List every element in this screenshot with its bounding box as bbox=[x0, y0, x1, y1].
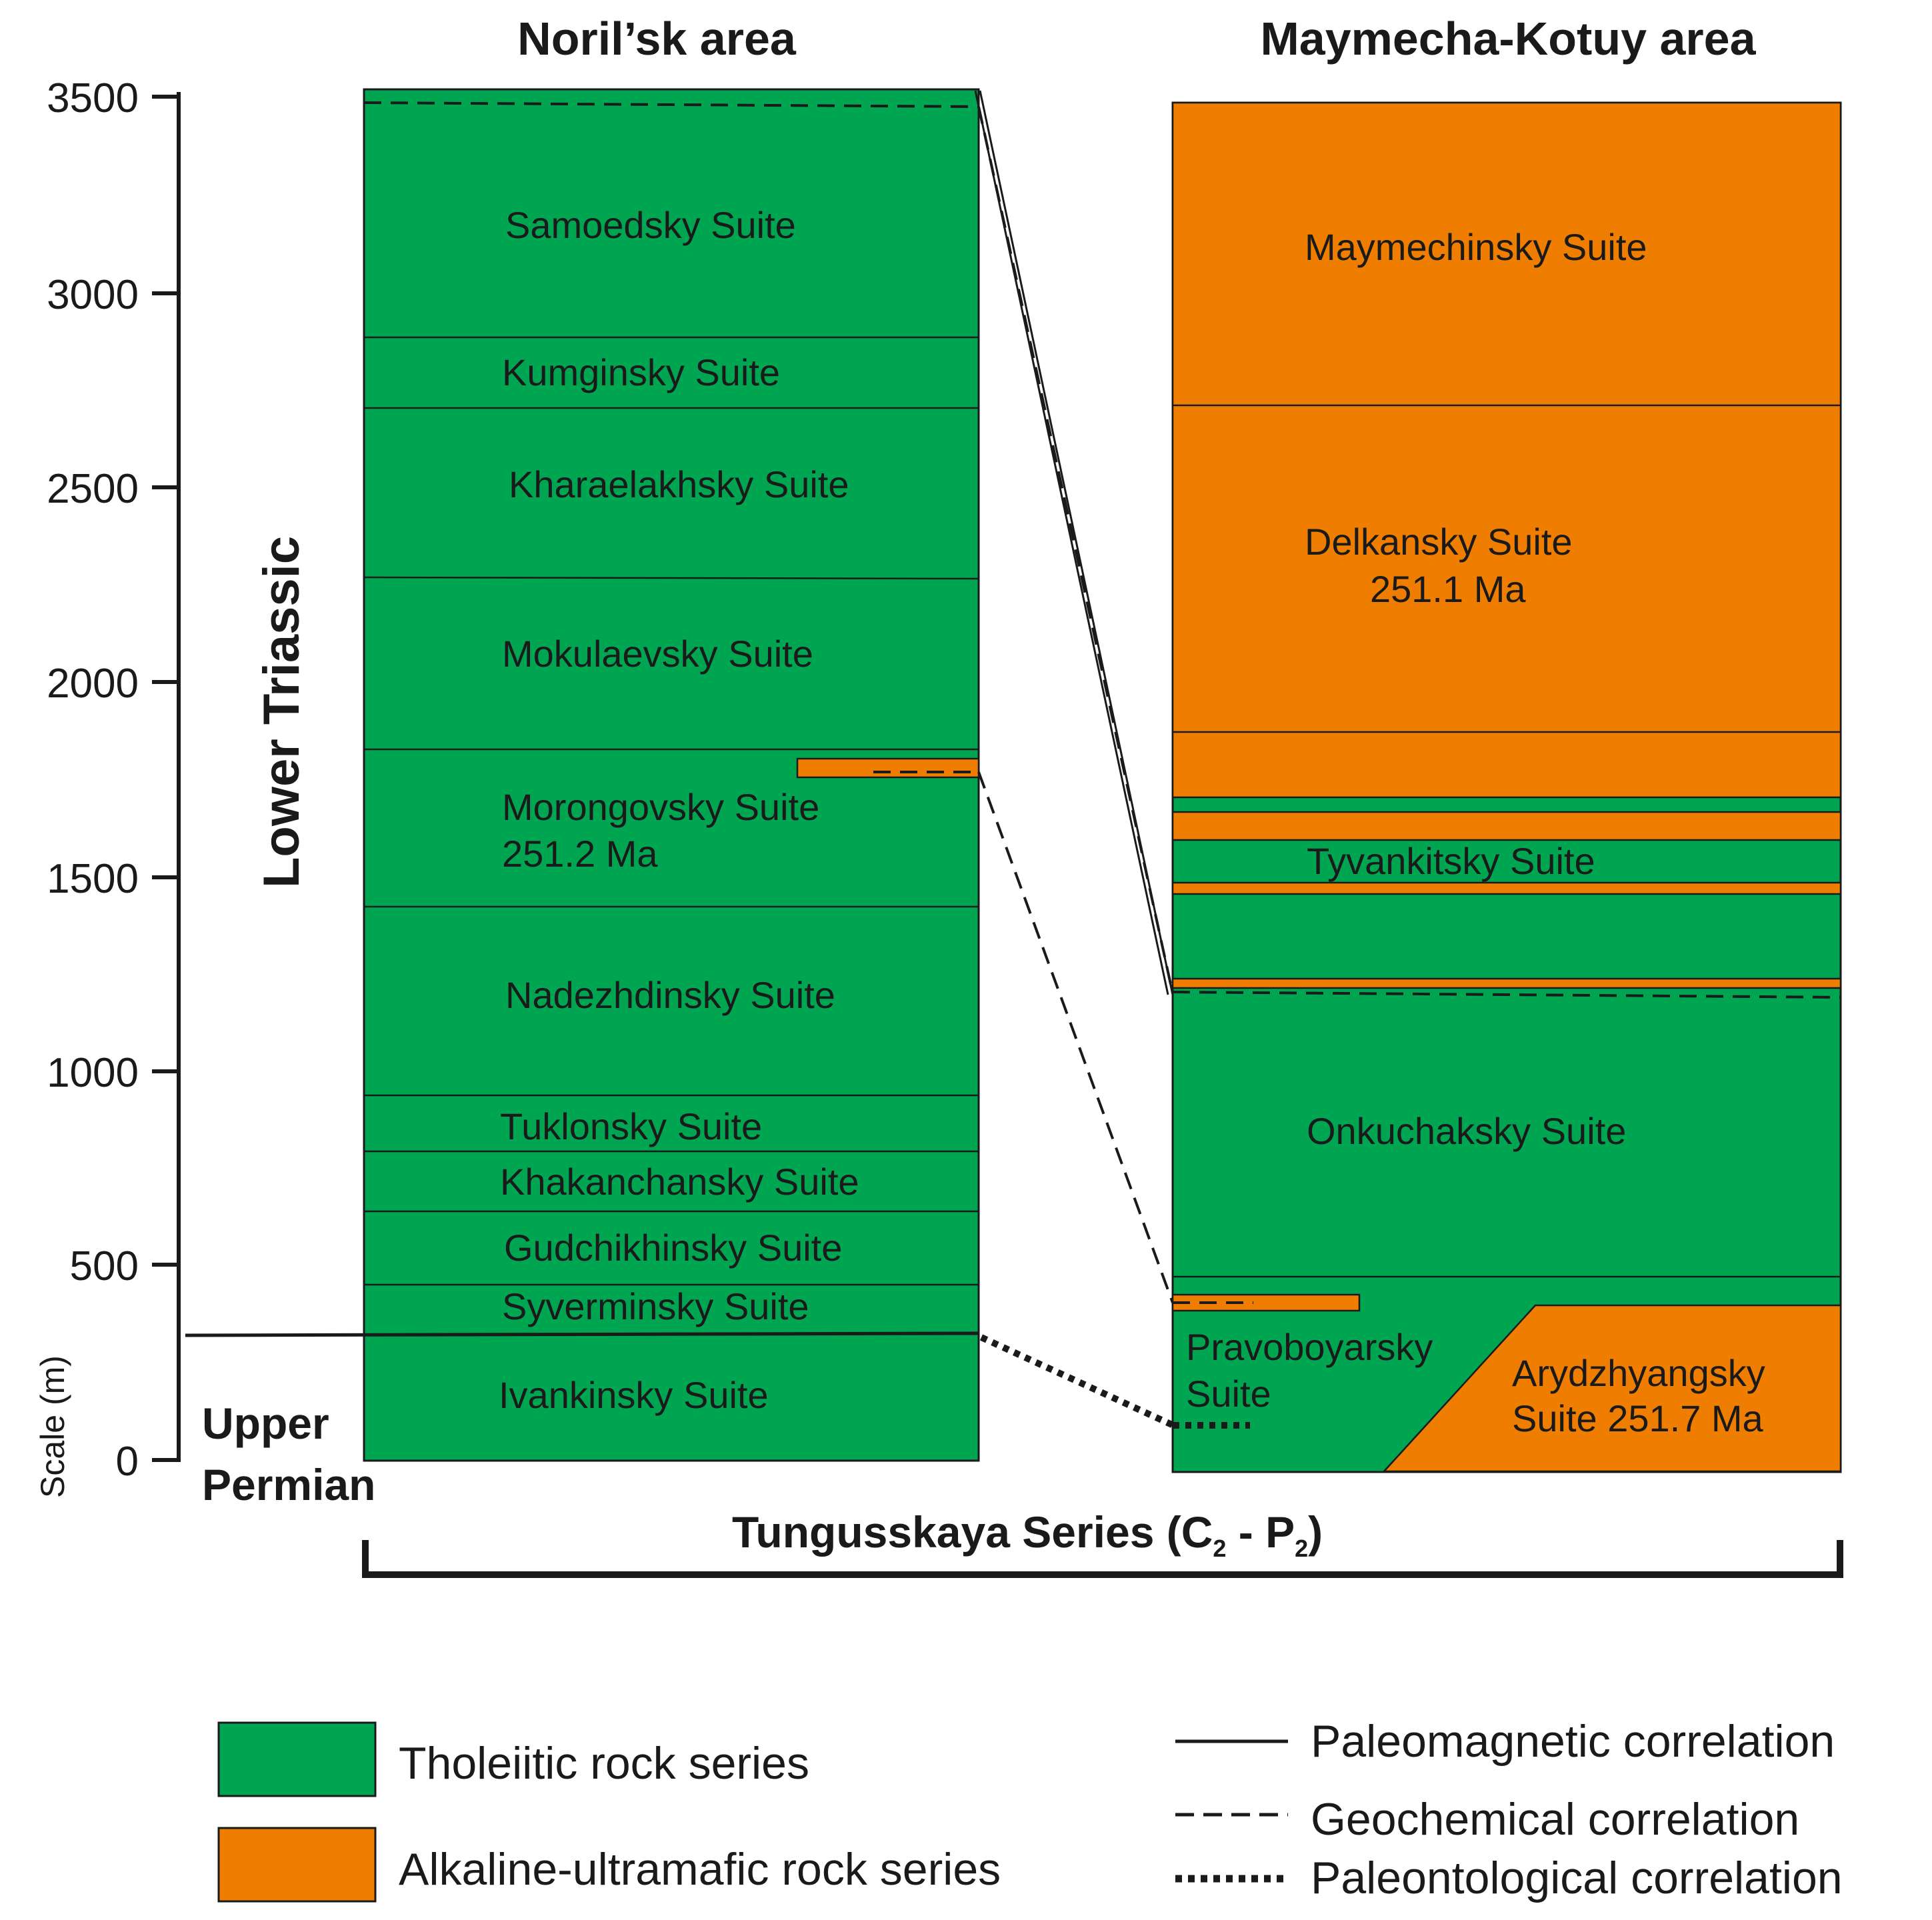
norilsk-column: Samoedsky Suite Kumginsky Suite Kharaela… bbox=[363, 88, 980, 1462]
suite-label: Pravoboyarsky bbox=[1186, 1326, 1433, 1368]
tungusskaya-series-bracket: Tungusskaya Series (C2 - P2) bbox=[362, 1507, 1843, 1578]
scale-axis-label: Scale (m) bbox=[34, 1355, 71, 1498]
suite-age-label: 251.1 Ma bbox=[1370, 568, 1526, 610]
arydzhyangsky-wedge bbox=[1382, 1304, 1842, 1473]
scale-tick-label: 500 bbox=[70, 1243, 139, 1289]
suite-boundary bbox=[363, 576, 979, 580]
suite-label: Delkansky Suite bbox=[1305, 521, 1573, 563]
legend-swatch-alkaline bbox=[217, 1827, 377, 1903]
epoch-upper-permian: Upper bbox=[202, 1399, 329, 1448]
epoch-lower-triassic: Lower Triassic bbox=[253, 536, 310, 888]
alkaline-interlayer bbox=[1171, 811, 1842, 841]
legend-label-geochemical: Geochemical correlation bbox=[1311, 1794, 1799, 1845]
scale-axis bbox=[152, 92, 181, 1462]
legend: Tholeiitic rock series Alkaline-ultramaf… bbox=[217, 1716, 1843, 1903]
suite-label: Maymechinsky Suite bbox=[1305, 226, 1647, 268]
maymecha-kotuy-column: Maymechinsky Suite Delkansky Suite 251.1… bbox=[1171, 101, 1842, 1473]
suite-label: Kumginsky Suite bbox=[502, 351, 780, 393]
suite-label: Arydzhyangsky bbox=[1512, 1352, 1765, 1394]
suite-age-label: Suite 251.7 Ma bbox=[1512, 1397, 1764, 1439]
suite-label: Suite bbox=[1186, 1373, 1271, 1415]
scale-tick-label: 3000 bbox=[47, 272, 139, 318]
alkaline-interlayer bbox=[1171, 977, 1842, 989]
suite-label: Mokulaevsky Suite bbox=[502, 633, 813, 675]
scale-tick-label: 1500 bbox=[47, 856, 139, 902]
heading-norilsk: Noril’sk area bbox=[517, 13, 797, 65]
suite-label: Khakanchansky Suite bbox=[500, 1161, 859, 1203]
suite-label: Gudchikhinsky Suite bbox=[504, 1227, 842, 1269]
suite-label: Tuklonsky Suite bbox=[500, 1105, 762, 1147]
scale-tick-label: 2000 bbox=[47, 661, 139, 707]
legend-label-paleontological: Paleontological correlation bbox=[1311, 1853, 1843, 1903]
scale-tick-label: 0 bbox=[116, 1439, 139, 1485]
legend-swatch-tholeiitic bbox=[217, 1721, 377, 1797]
series-label: Tungusskaya Series (C2 - P2) bbox=[732, 1507, 1323, 1562]
legend-label-tholeiitic: Tholeiitic rock series bbox=[399, 1738, 809, 1789]
scale-tick-label: 3500 bbox=[47, 75, 139, 121]
legend-label-alkaline: Alkaline-ultramafic rock series bbox=[399, 1844, 1001, 1895]
alkaline-interlayer bbox=[796, 757, 980, 779]
suite-label: Morongovsky Suite bbox=[502, 786, 819, 828]
suite-label: Tyvankitsky Suite bbox=[1307, 840, 1595, 882]
suite-label: Onkuchaksky Suite bbox=[1307, 1110, 1626, 1152]
scale-tick-label: 1000 bbox=[47, 1050, 139, 1096]
alkaline-interlayer bbox=[1171, 881, 1842, 895]
suite-label: Kharaelakhsky Suite bbox=[509, 463, 849, 505]
suite-label: Nadezhdinsky Suite bbox=[505, 974, 835, 1016]
suite-label: Ivankinsky Suite bbox=[499, 1374, 769, 1416]
suite-label: Samoedsky Suite bbox=[505, 204, 796, 246]
paleontological-correlation-lines bbox=[979, 1334, 1250, 1429]
legend-label-paleomagnetic: Paleomagnetic correlation bbox=[1311, 1716, 1835, 1767]
suite-age-label: 251.2 Ma bbox=[502, 833, 658, 875]
epoch-upper-permian: Permian bbox=[202, 1460, 375, 1509]
suite-label: Syverminsky Suite bbox=[502, 1285, 809, 1327]
scale-tick-label: 2500 bbox=[47, 466, 139, 512]
geochemical-correlation-lines bbox=[363, 101, 1841, 1304]
heading-maymecha-kotuy: Maymecha-Kotuy area bbox=[1260, 13, 1756, 65]
maymechinsky-delkansky-layer bbox=[1171, 101, 1842, 799]
